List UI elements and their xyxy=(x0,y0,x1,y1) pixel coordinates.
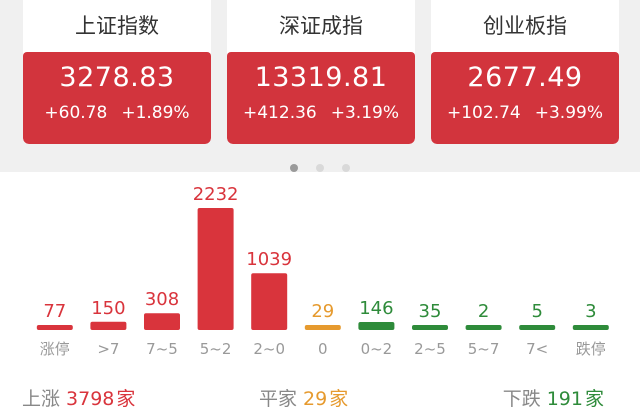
summary-flat-value: 29 xyxy=(303,388,328,410)
bar-8 xyxy=(465,325,502,330)
bar-value-label-6: 146 xyxy=(359,298,393,319)
summary-up-label: 上涨 xyxy=(22,388,61,410)
bar-10 xyxy=(572,325,609,330)
summary-up-value: 3798 xyxy=(66,388,115,410)
bar-3 xyxy=(197,208,234,330)
index-value: 3278.83 xyxy=(59,62,175,93)
index-quote-panel: 13319.81 +412.36 +3.19% xyxy=(227,52,415,144)
index-change: +412.36 xyxy=(243,103,317,123)
index-card-chinext[interactable]: 创业板指 2677.49 +102.74 +3.99% xyxy=(431,0,619,144)
bar-value-label-3: 2232 xyxy=(193,184,239,205)
index-name: 创业板指 xyxy=(483,14,567,38)
category-label-6: 0~2 xyxy=(361,340,393,358)
category-label-1: >7 xyxy=(97,340,119,358)
bar-value-label-5: 29 xyxy=(311,301,334,322)
page-dot[interactable] xyxy=(316,164,324,172)
index-change-percent: +3.19% xyxy=(330,103,399,123)
index-change-percent: +3.99% xyxy=(534,103,603,123)
index-value: 2677.49 xyxy=(467,62,583,93)
index-value: 13319.81 xyxy=(254,62,388,93)
summary-up-unit: 家 xyxy=(116,388,136,410)
index-change-row: +412.36 +3.19% xyxy=(227,103,415,123)
category-label-3: 5~2 xyxy=(200,340,232,358)
index-quote-panel: 3278.83 +60.78 +1.89% xyxy=(23,52,211,144)
bar-value-label-2: 308 xyxy=(145,289,179,310)
bar-value-label-10: 3 xyxy=(585,301,596,322)
index-change-row: +102.74 +3.99% xyxy=(431,103,619,123)
bar-value-label-8: 2 xyxy=(478,301,489,322)
bar-2 xyxy=(144,313,180,330)
category-label-8: 5~7 xyxy=(468,340,500,358)
category-label-5: 0 xyxy=(318,340,328,358)
bar-value-label-1: 150 xyxy=(91,298,125,319)
bar-5 xyxy=(304,325,341,330)
index-name: 上证指数 xyxy=(75,14,159,38)
index-quote-panel: 2677.49 +102.74 +3.99% xyxy=(431,52,619,144)
category-label-4: 2~0 xyxy=(253,340,285,358)
summary-flat-unit: 家 xyxy=(329,388,349,410)
category-label-2: 7~5 xyxy=(146,340,178,358)
bar-0 xyxy=(36,325,73,330)
summary-flat: 平家 29 家 xyxy=(259,384,348,411)
bar-7 xyxy=(412,325,448,330)
bar-value-label-9: 5 xyxy=(531,301,542,322)
bar-value-label-0: 77 xyxy=(43,301,66,322)
summary-up: 上涨 3798 家 xyxy=(22,384,135,411)
index-change-row: +60.78 +1.89% xyxy=(23,103,211,123)
bar-1 xyxy=(90,321,127,330)
index-card-shanghai[interactable]: 上证指数 3278.83 +60.78 +1.89% xyxy=(23,0,211,144)
index-change: +102.74 xyxy=(447,103,521,123)
index-change-percent: +1.89% xyxy=(121,103,190,123)
distribution-bar-chart-svg: 77涨停150>73087~522325~210392~02901460~235… xyxy=(36,184,609,358)
category-label-7: 2~5 xyxy=(414,340,446,358)
bar-4 xyxy=(251,273,288,330)
bar-9 xyxy=(519,325,556,330)
summary-flat-label: 平家 xyxy=(259,388,298,410)
summary-down-value: 191 xyxy=(546,388,583,410)
page-dot[interactable] xyxy=(342,164,350,172)
index-card-shenzhen[interactable]: 深证成指 13319.81 +412.36 +3.19% xyxy=(227,0,415,144)
category-label-9: 7< xyxy=(526,340,548,358)
market-summary: 上涨 3798 家 平家 29 家 下跌 191 家 xyxy=(0,362,640,416)
category-label-10: 跌停 xyxy=(576,340,606,358)
summary-down: 下跌 191 家 xyxy=(503,384,604,411)
index-cards: 上证指数 3278.83 +60.78 +1.89% 深证成指 13319.81 … xyxy=(0,0,640,150)
summary-down-label: 下跌 xyxy=(502,388,541,410)
change-distribution-chart: 77 涨停 150 >7 308 7~5 2232 5~2 1039 2~0 29 0 146 0~2 35… xyxy=(0,172,640,362)
summary-down-unit: 家 xyxy=(584,388,604,410)
bar-6 xyxy=(358,322,395,330)
index-name: 深证成指 xyxy=(279,14,363,38)
bar-value-label-4: 1039 xyxy=(246,249,292,270)
bar-value-label-7: 35 xyxy=(419,301,442,322)
category-label-0: 涨停 xyxy=(40,340,70,358)
page-indicator[interactable] xyxy=(0,157,640,172)
page-dot[interactable] xyxy=(290,164,298,172)
index-change: +60.78 xyxy=(44,103,108,123)
